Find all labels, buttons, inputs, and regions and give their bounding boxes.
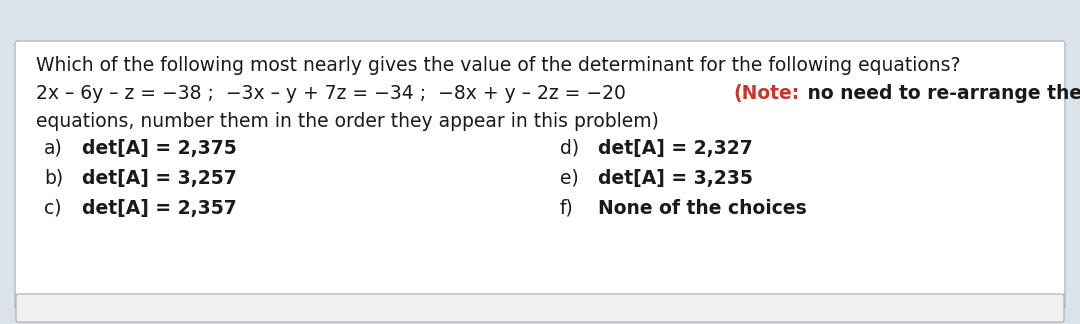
Text: no need to re-arrange the: no need to re-arrange the bbox=[801, 84, 1080, 103]
Text: det[A] = 2,327: det[A] = 2,327 bbox=[598, 139, 753, 158]
Text: d): d) bbox=[561, 139, 579, 158]
Text: 2x – 6y – z = −38 ;  −3x – y + 7z = −34 ;  −8x + y – 2z = −20: 2x – 6y – z = −38 ; −3x – y + 7z = −34 ;… bbox=[36, 84, 632, 103]
Text: det[A] = 3,257: det[A] = 3,257 bbox=[82, 169, 237, 188]
Text: f): f) bbox=[561, 199, 573, 218]
Text: None of the choices: None of the choices bbox=[598, 199, 807, 218]
Text: b): b) bbox=[44, 169, 63, 188]
Text: det[A] = 2,375: det[A] = 2,375 bbox=[82, 139, 237, 158]
Text: equations, number them in the order they appear in this problem): equations, number them in the order they… bbox=[36, 112, 659, 131]
Text: e): e) bbox=[561, 169, 579, 188]
Text: det[A] = 2,357: det[A] = 2,357 bbox=[82, 199, 237, 218]
Text: a): a) bbox=[44, 139, 63, 158]
Text: c): c) bbox=[44, 199, 62, 218]
Text: (Note:: (Note: bbox=[733, 84, 800, 103]
Text: Which of the following most nearly gives the value of the determinant for the fo: Which of the following most nearly gives… bbox=[36, 56, 960, 75]
FancyBboxPatch shape bbox=[15, 41, 1065, 309]
Text: det[A] = 3,235: det[A] = 3,235 bbox=[598, 169, 753, 188]
FancyBboxPatch shape bbox=[16, 294, 1064, 322]
